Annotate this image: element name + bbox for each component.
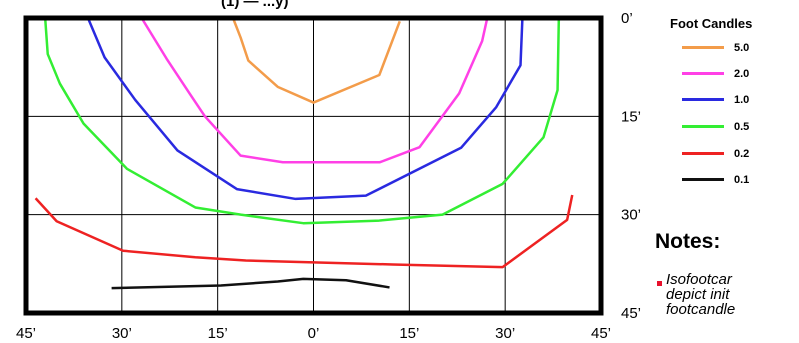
legend-swatch [682, 152, 724, 155]
legend-label: 1.0 [734, 94, 750, 106]
contour-lines [34, 17, 574, 290]
legend-item-1-0: 1.0 [668, 93, 799, 107]
y-tick-label: 30’ [621, 207, 641, 224]
legend-swatch [682, 125, 724, 128]
notes-line: footcandle [666, 301, 736, 318]
notes-text: Isofootcar depict init footcandle [666, 272, 799, 317]
legend-label: 0.2 [734, 148, 750, 160]
legend-label: 5.0 [734, 42, 750, 54]
legend-swatch [682, 72, 724, 75]
legend-swatch [682, 46, 724, 49]
legend-item-2-0: 2.0 [668, 67, 799, 81]
x-tick-label: 45’ [591, 325, 611, 342]
contour-line-0-1 [111, 277, 390, 290]
legend-label: 0.1 [734, 174, 750, 186]
notes-heading: Notes: [655, 230, 721, 253]
legend-item-0-5: 0.5 [668, 120, 799, 134]
contour-line-0-5 [43, 17, 561, 225]
legend-swatch [682, 178, 724, 181]
contour-line-1-0 [86, 17, 524, 201]
legend-item-5-0: 5.0 [668, 41, 799, 55]
legend-label: 0.5 [734, 121, 750, 133]
y-tick-label: 0’ [621, 10, 633, 27]
legend: Foot Candles 5.0 2.0 1.0 0.5 0.2 0.1 [668, 16, 799, 196]
legend-swatch [682, 98, 724, 101]
y-axis-ticks: 0’ 15’ 30’ 45’ [621, 10, 641, 322]
legend-item-0-2: 0.2 [668, 147, 799, 161]
plot-frame [23, 15, 604, 316]
bullet-icon [657, 281, 662, 286]
contour-line-5-0 [231, 17, 401, 104]
x-tick-label: 15’ [208, 325, 228, 342]
legend-item-0-1: 0.1 [668, 173, 799, 187]
y-tick-label: 45’ [621, 305, 641, 322]
chart-title-fragment: (1) — ...y) [221, 0, 289, 10]
notes-panel: Notes: Isofootcar depict init footcandle [655, 230, 799, 343]
x-axis-ticks: 45’ 30’ 15’ 0’ 15’ 30’ 45’ [16, 325, 611, 342]
x-tick-label: 30’ [112, 325, 132, 342]
grid-lines [26, 18, 601, 313]
legend-title: Foot Candles [670, 16, 753, 31]
contour-line-2-0 [140, 17, 489, 164]
legend-label: 2.0 [734, 68, 750, 80]
x-tick-label: 15’ [399, 325, 419, 342]
x-tick-label: 45’ [16, 325, 36, 342]
contour-line-0-2 [34, 194, 574, 269]
x-tick-label: 0’ [308, 325, 320, 342]
y-tick-label: 15’ [621, 108, 641, 125]
notes-line: Isofootcar [666, 271, 732, 288]
notes-line: depict init [666, 286, 730, 303]
x-tick-label: 30’ [495, 325, 515, 342]
